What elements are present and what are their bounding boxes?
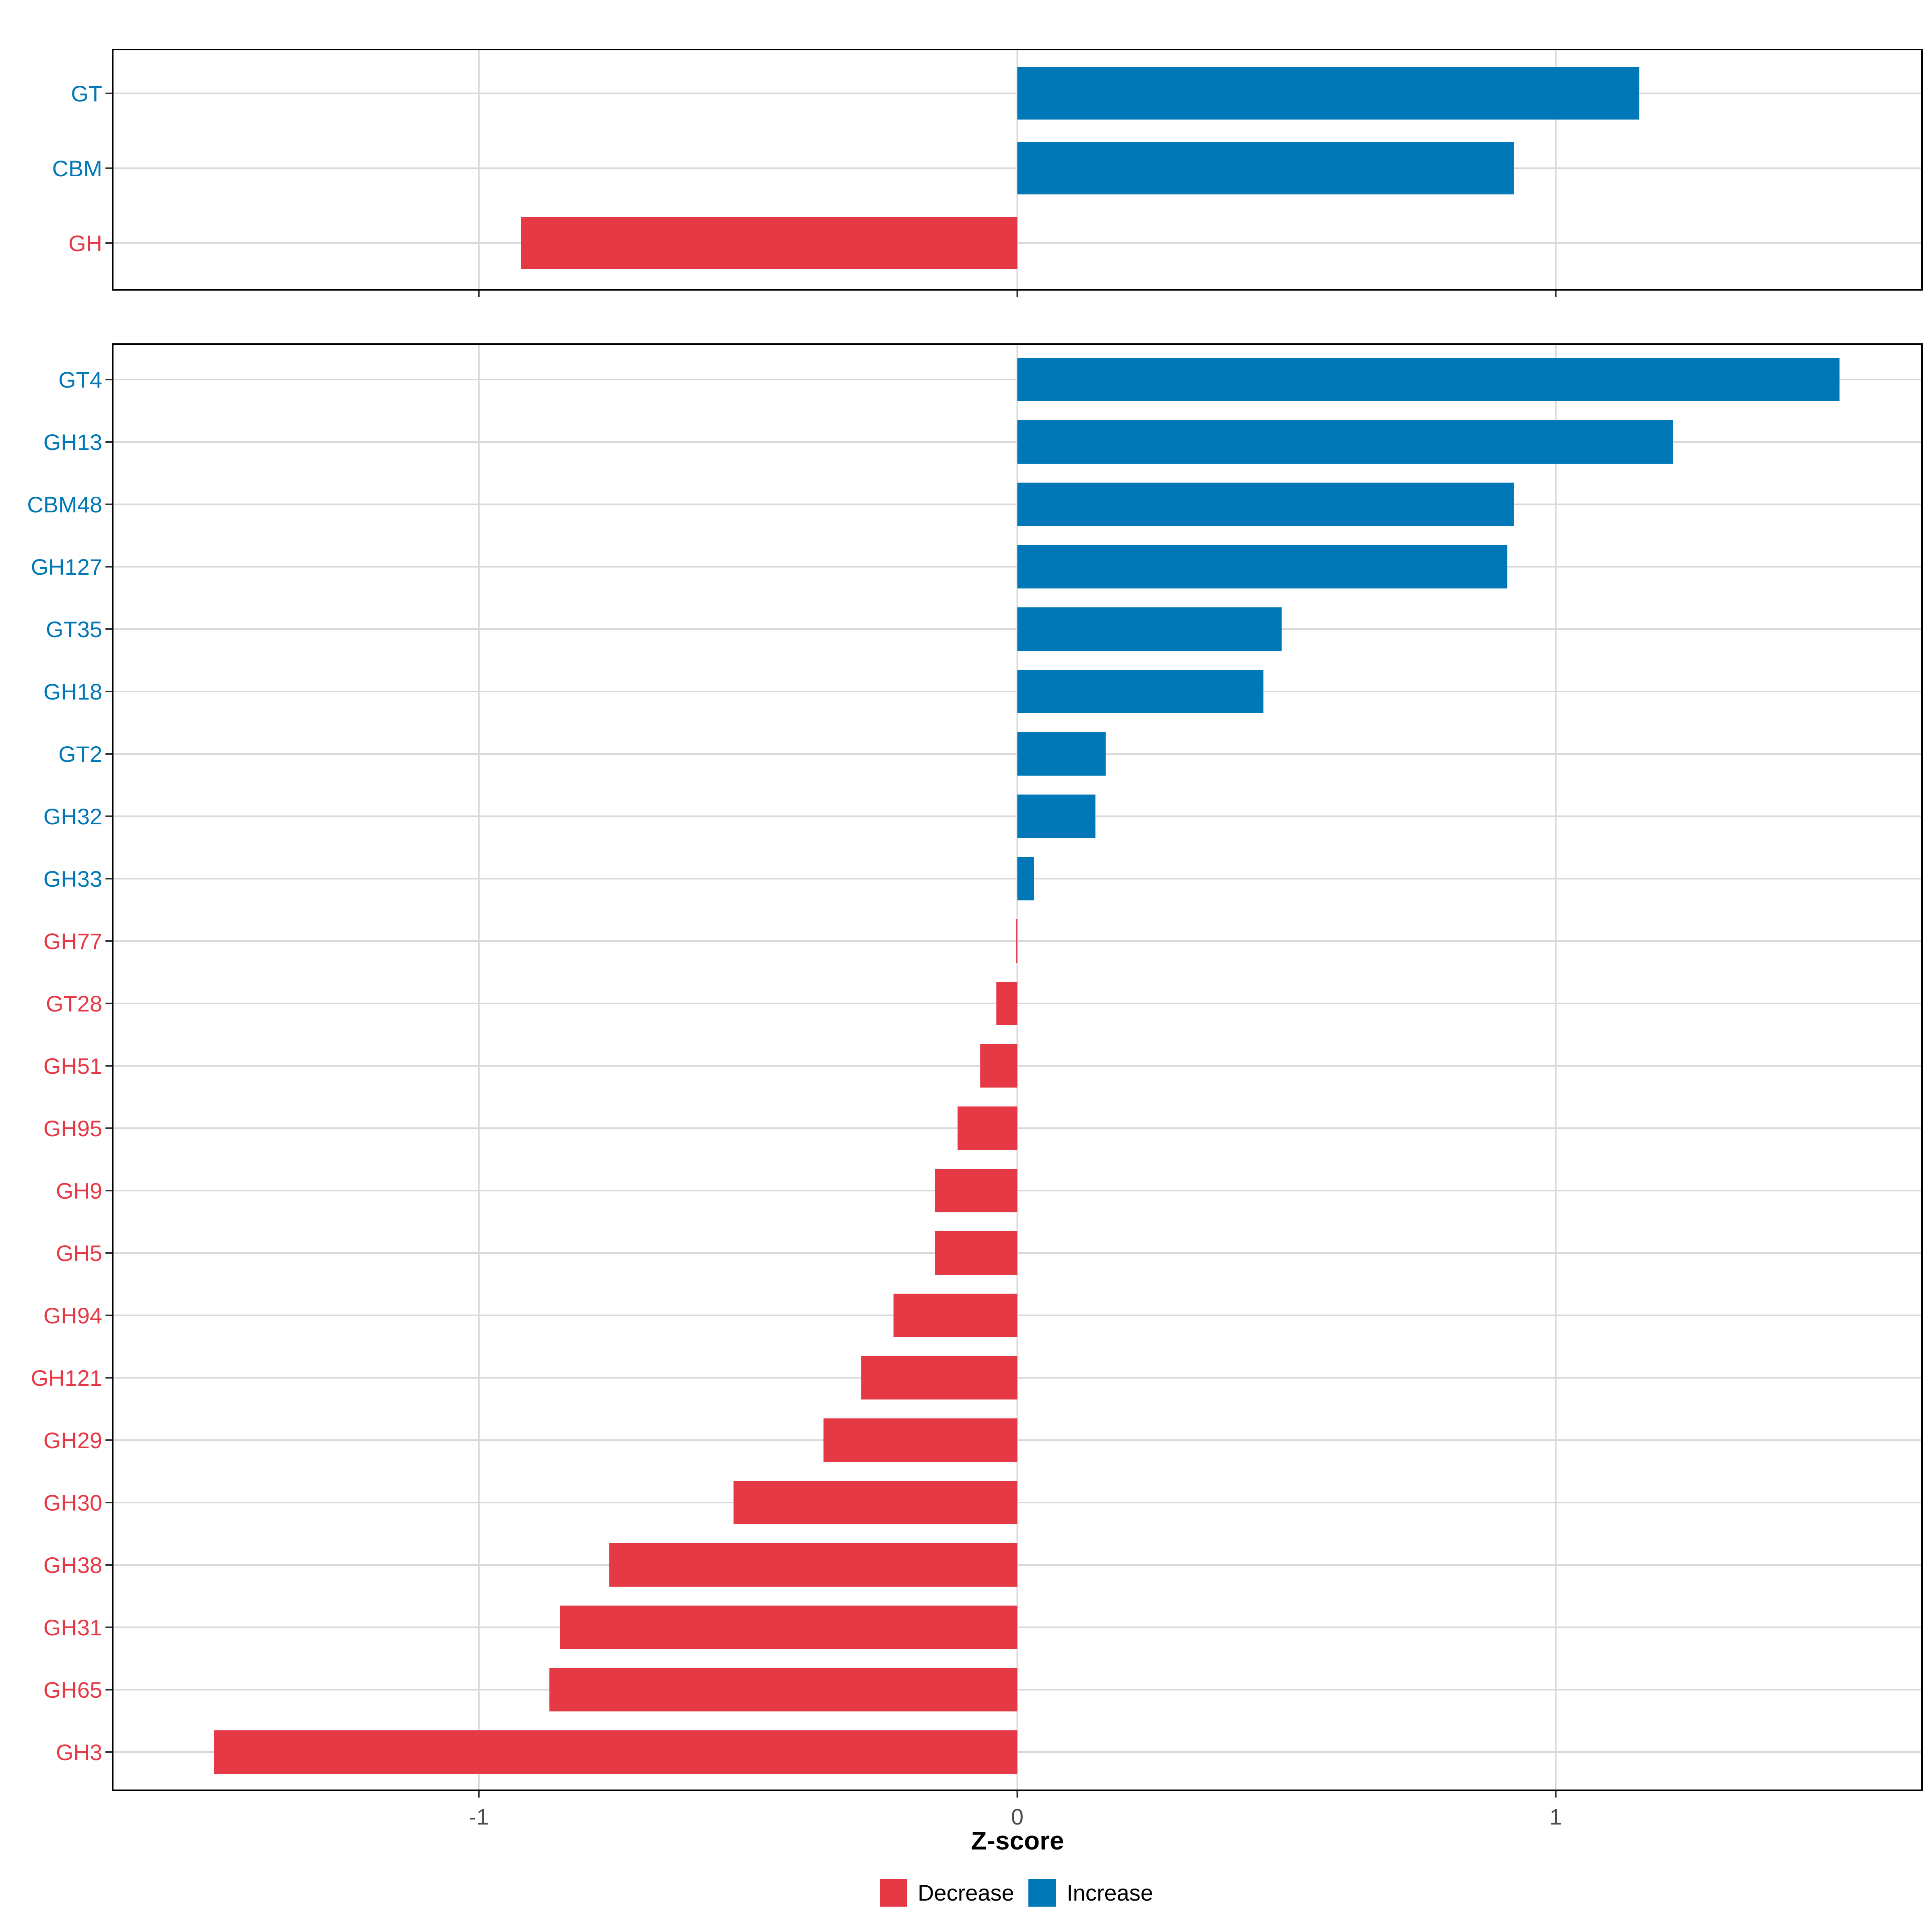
y-tick-label: GH77 bbox=[43, 929, 102, 954]
bar-gt bbox=[1017, 67, 1639, 120]
y-tick-label: GT bbox=[71, 81, 102, 106]
bar-cbm48 bbox=[1017, 483, 1514, 526]
y-tick-label: GH51 bbox=[43, 1053, 102, 1079]
y-tick-label: GH127 bbox=[31, 554, 102, 580]
y-tick-label: GT28 bbox=[46, 991, 102, 1016]
legend-key-decrease bbox=[880, 1879, 907, 1907]
bottom-panel: GT4 GH13 CBM48 GH127 GT35 GH18 GT2 GH32 GH33 GH77… bbox=[27, 343, 1923, 1798]
y-tick-label: GH94 bbox=[43, 1303, 102, 1328]
bar-gh95 bbox=[958, 1106, 1018, 1150]
y-tick-label: GH30 bbox=[43, 1490, 102, 1515]
y-tick-label: GH bbox=[68, 231, 102, 256]
x-tick-label: -1 bbox=[469, 1804, 489, 1829]
legend: Decrease Increase bbox=[880, 1879, 1153, 1907]
bar-gh bbox=[521, 217, 1018, 269]
bar-gh13 bbox=[1017, 420, 1673, 464]
bar-gt4 bbox=[1017, 358, 1840, 401]
bar-gt28 bbox=[996, 982, 1018, 1025]
y-tick-label: GH32 bbox=[43, 804, 102, 829]
x-tick-label: 1 bbox=[1550, 1804, 1562, 1829]
x-axis-title: Z-score bbox=[971, 1826, 1064, 1855]
y-tick-label: GH5 bbox=[56, 1241, 102, 1266]
bar-gh31 bbox=[560, 1606, 1018, 1649]
bar-gt35 bbox=[1017, 607, 1282, 651]
bar-gh121 bbox=[861, 1356, 1018, 1399]
y-tick-label: GT2 bbox=[58, 741, 102, 767]
y-tick-label: GH3 bbox=[56, 1740, 102, 1765]
bar-gh94 bbox=[893, 1294, 1018, 1337]
legend-key-increase bbox=[1028, 1879, 1056, 1907]
y-tick-label: GH31 bbox=[43, 1615, 102, 1640]
x-tick-label: 0 bbox=[1011, 1804, 1024, 1829]
bar-gh30 bbox=[733, 1481, 1018, 1524]
y-tick-label: GH18 bbox=[43, 679, 102, 704]
bar-gt2 bbox=[1017, 732, 1106, 776]
bar-gh18 bbox=[1017, 670, 1263, 713]
panel-border bbox=[112, 343, 1923, 1791]
y-tick-label: GH38 bbox=[43, 1552, 102, 1578]
y-tick-label: CBM bbox=[52, 156, 102, 181]
x-axis: -1 0 1 bbox=[469, 1804, 1562, 1829]
y-tick-label: GH33 bbox=[43, 866, 102, 892]
bar-gh3 bbox=[214, 1730, 1018, 1774]
bar-gh65 bbox=[549, 1668, 1018, 1711]
y-tick-label: GT4 bbox=[58, 367, 102, 392]
bar-gh38 bbox=[609, 1543, 1018, 1587]
bar-gh51 bbox=[980, 1044, 1018, 1088]
y-tick-label: GH9 bbox=[56, 1178, 102, 1203]
y-tick-label: CBM48 bbox=[27, 492, 102, 517]
top-panel: GT CBM GH bbox=[52, 49, 1923, 297]
y-tick-label: GH65 bbox=[43, 1677, 102, 1703]
bar-cbm bbox=[1017, 142, 1514, 194]
y-tick-label: GH13 bbox=[43, 429, 102, 455]
bar-gh77 bbox=[1016, 919, 1018, 963]
bar-gh5 bbox=[935, 1231, 1018, 1275]
y-tick-label: GH29 bbox=[43, 1428, 102, 1453]
bar-gh33 bbox=[1017, 857, 1034, 900]
bar-gh127 bbox=[1017, 545, 1507, 588]
y-tick-label: GH95 bbox=[43, 1116, 102, 1141]
panel-border bbox=[112, 49, 1923, 291]
legend-label-increase: Increase bbox=[1067, 1880, 1153, 1905]
bar-gh32 bbox=[1017, 795, 1096, 838]
bar-gh29 bbox=[823, 1418, 1018, 1462]
bar-gh9 bbox=[935, 1169, 1018, 1212]
y-tick-label: GH121 bbox=[31, 1365, 102, 1391]
y-tick-label: GT35 bbox=[46, 617, 102, 642]
legend-label-decrease: Decrease bbox=[918, 1880, 1014, 1905]
